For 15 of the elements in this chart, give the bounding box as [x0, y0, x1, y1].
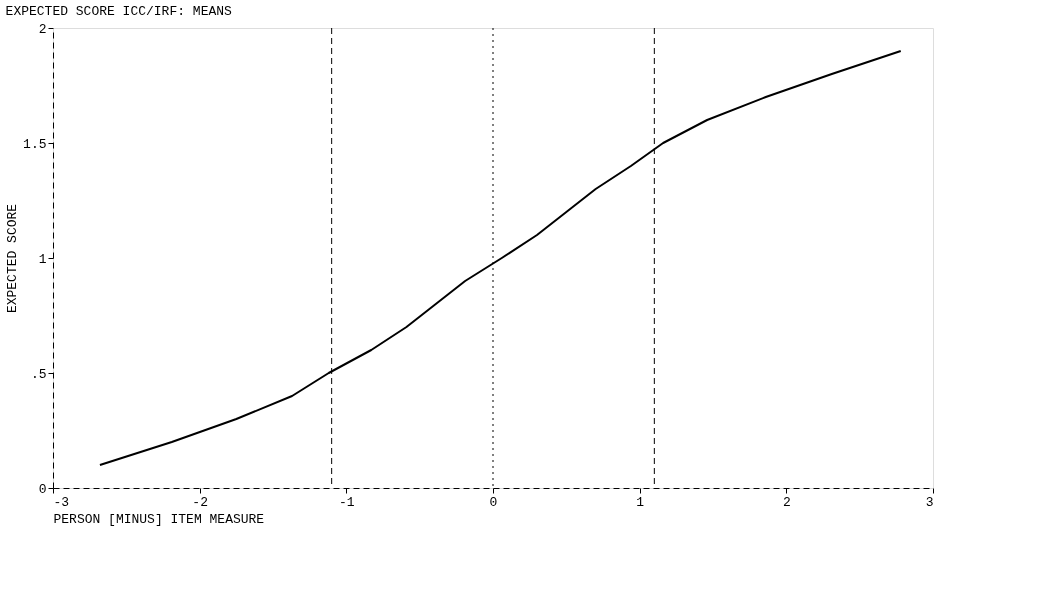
y-axis-title: EXPECTED SCORE — [5, 203, 21, 314]
x-tick-label: 0 — [489, 494, 498, 510]
x-tick-label: 3 — [925, 494, 934, 510]
y-tick-label: .5 — [30, 366, 47, 382]
x-axis-title: PERSON [MINUS] ITEM MEASURE — [53, 511, 265, 527]
y-tick-label: 2 — [38, 21, 47, 37]
chart-title: EXPECTED SCORE ICC/IRF: MEANS — [5, 4, 233, 19]
x-tick-label: -1 — [339, 494, 355, 510]
x-tick-label: 1 — [636, 494, 645, 510]
y-tick-label: 1.5 — [23, 136, 47, 152]
y-tick-label: 0 — [38, 481, 47, 497]
x-tick-label: 2 — [782, 494, 791, 510]
y-tick-label: 1 — [38, 251, 47, 267]
x-tick-label: -2 — [192, 494, 208, 510]
x-tick-label: -3 — [53, 494, 70, 510]
